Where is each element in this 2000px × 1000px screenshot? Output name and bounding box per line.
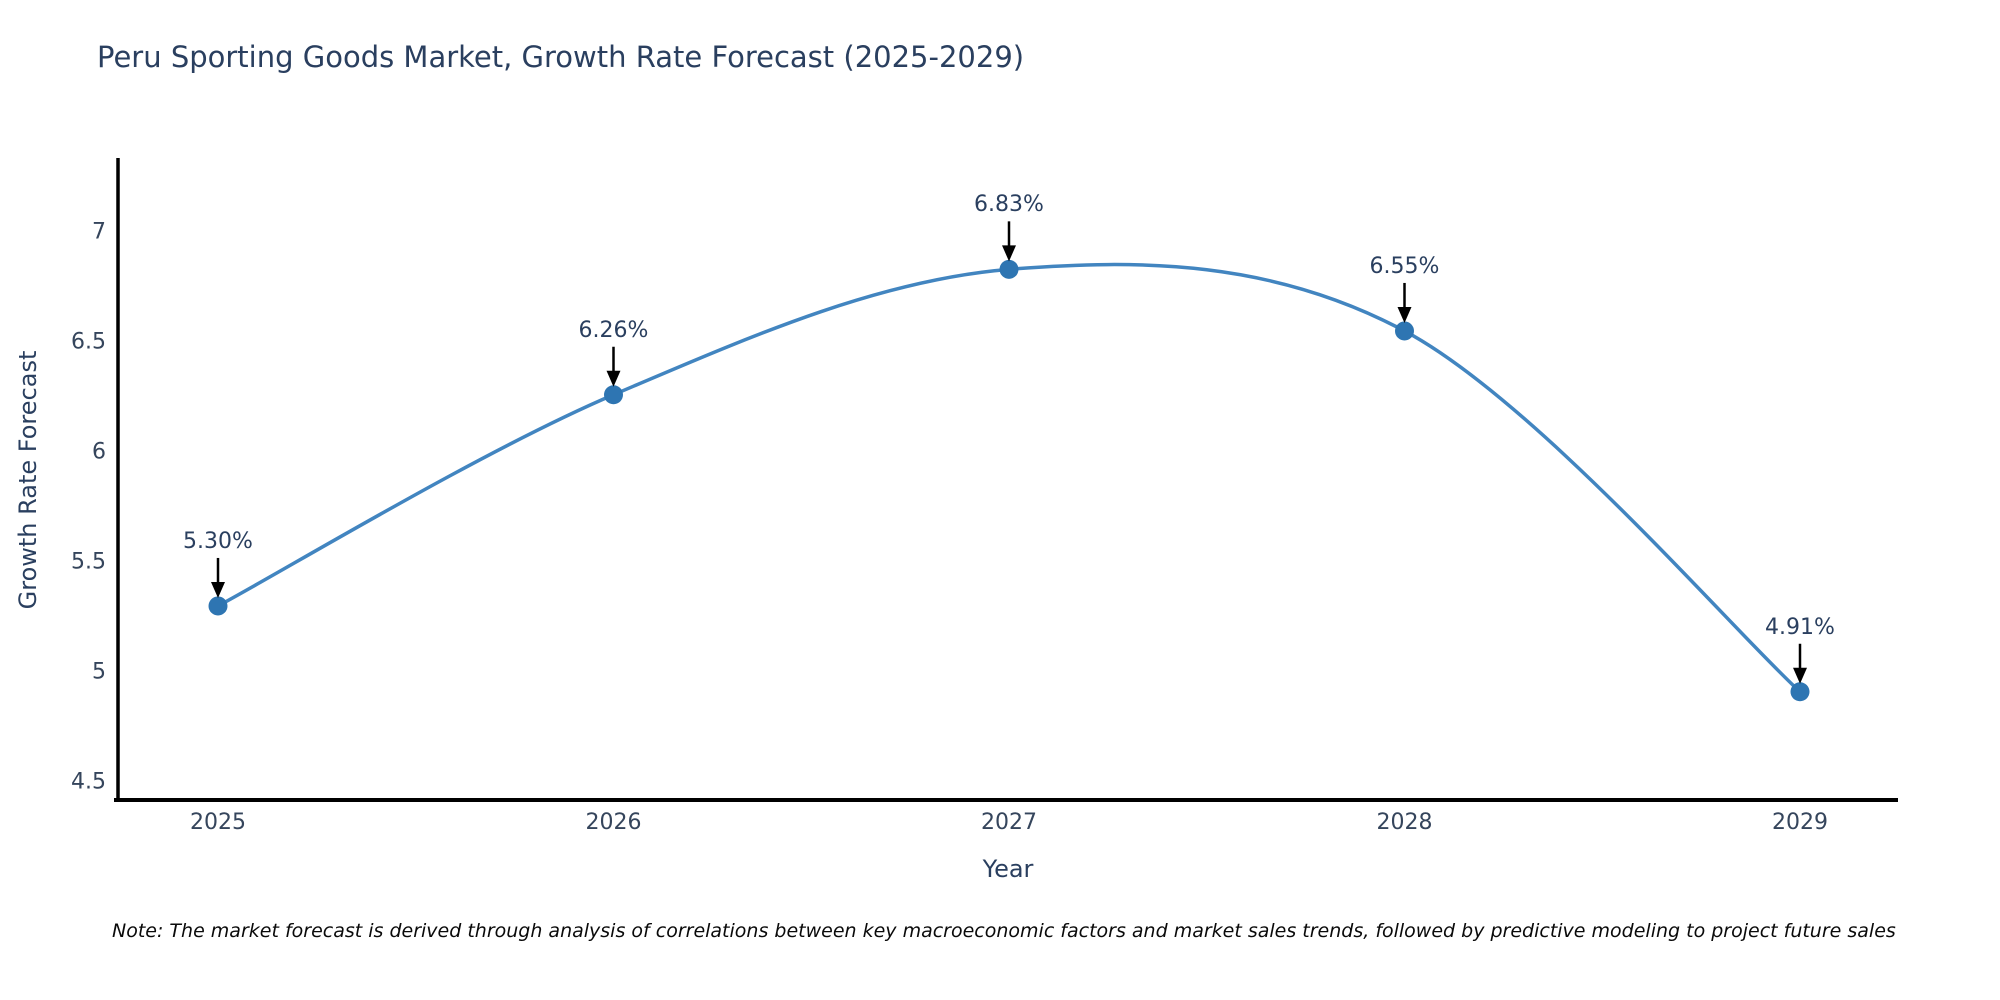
annotation-arrowhead xyxy=(1002,245,1016,262)
y-tick-label: 7 xyxy=(92,219,106,245)
y-tick-label: 6 xyxy=(92,439,106,465)
x-tick-label: 2027 xyxy=(981,810,1037,835)
trend-line xyxy=(217,262,1802,694)
data-point-marker xyxy=(1790,682,1810,702)
y-tick-label: 5.5 xyxy=(71,549,106,575)
annotation-arrowhead xyxy=(1397,306,1412,323)
annotation-arrowhead xyxy=(211,581,225,598)
chart-title: Peru Sporting Goods Market, Growth Rate … xyxy=(97,40,1025,74)
y-tick-label: 6.5 xyxy=(71,329,106,355)
footnote: Note: The market forecast is derived thr… xyxy=(112,920,1896,942)
x-tick-label: 2026 xyxy=(585,810,642,835)
data-point-marker xyxy=(208,596,228,616)
annotation-arrowhead xyxy=(1793,667,1807,684)
y-tick-label: 5 xyxy=(92,659,106,685)
x-axis-title: Year xyxy=(982,855,1034,883)
x-tick-label: 2029 xyxy=(1772,810,1828,835)
annotation-label: 6.26% xyxy=(578,317,649,343)
data-point-marker xyxy=(604,385,623,405)
x-tick-label: 2025 xyxy=(190,810,246,835)
annotation-arrowhead xyxy=(606,370,621,387)
y-tick-label: 4.5 xyxy=(71,769,106,795)
annotation-label: 6.55% xyxy=(1369,253,1440,279)
annotation-label: 6.83% xyxy=(974,192,1044,218)
data-point-marker xyxy=(999,259,1019,279)
x-tick-label: 2028 xyxy=(1376,810,1433,835)
data-point-marker xyxy=(1395,321,1414,341)
annotation-label: 4.91% xyxy=(1765,614,1835,640)
annotation-label: 5.30% xyxy=(183,528,253,554)
